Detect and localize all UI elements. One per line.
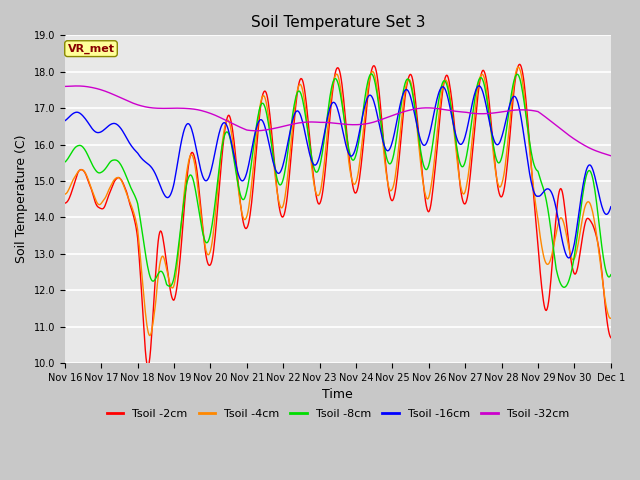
Legend: Tsoil -2cm, Tsoil -4cm, Tsoil -8cm, Tsoil -16cm, Tsoil -32cm: Tsoil -2cm, Tsoil -4cm, Tsoil -8cm, Tsoi…: [102, 404, 573, 423]
Tsoil -8cm: [607, 272, 614, 277]
Tsoil -4cm: [183, 167, 191, 173]
Tsoil -4cm: [515, 64, 522, 70]
Tsoil -8cm: [182, 183, 190, 189]
Tsoil -16cm: [420, 143, 428, 148]
Line: Tsoil -8cm: Tsoil -8cm: [65, 74, 611, 287]
Tsoil -8cm: [71, 145, 79, 151]
Tsoil -8cm: [368, 71, 376, 77]
Y-axis label: Soil Temperature (C): Soil Temperature (C): [15, 135, 28, 264]
Line: Tsoil -16cm: Tsoil -16cm: [65, 86, 611, 258]
Tsoil -4cm: [212, 205, 220, 211]
Tsoil -32cm: [71, 83, 79, 89]
Tsoil -8cm: [127, 185, 134, 191]
Title: Soil Temperature Set 3: Soil Temperature Set 3: [251, 15, 425, 30]
Tsoil -16cm: [182, 122, 190, 128]
Line: Tsoil -4cm: Tsoil -4cm: [65, 67, 611, 336]
Tsoil -32cm: [183, 106, 191, 111]
Tsoil -2cm: [127, 204, 134, 210]
Tsoil -32cm: [61, 84, 68, 89]
Line: Tsoil -32cm: Tsoil -32cm: [65, 86, 611, 156]
Tsoil -32cm: [128, 100, 136, 106]
Tsoil -16cm: [404, 88, 412, 94]
Tsoil -32cm: [607, 153, 614, 158]
Tsoil -8cm: [405, 77, 413, 83]
Tsoil -2cm: [405, 74, 413, 80]
Tsoil -16cm: [71, 110, 79, 116]
Tsoil -4cm: [71, 174, 79, 180]
Tsoil -4cm: [61, 192, 68, 197]
Tsoil -4cm: [127, 202, 134, 207]
Tsoil -4cm: [146, 333, 154, 338]
Tsoil -16cm: [607, 204, 614, 210]
Tsoil -32cm: [212, 113, 220, 119]
Tsoil -2cm: [607, 335, 614, 340]
Tsoil -32cm: [405, 108, 413, 113]
Tsoil -16cm: [127, 142, 134, 148]
Tsoil -8cm: [421, 166, 429, 171]
Tsoil -32cm: [421, 105, 429, 111]
Tsoil -4cm: [421, 190, 429, 195]
Tsoil -16cm: [475, 83, 483, 89]
Tsoil -2cm: [212, 225, 220, 231]
Tsoil -2cm: [61, 200, 68, 206]
Text: VR_met: VR_met: [67, 44, 115, 54]
Tsoil -2cm: [144, 363, 152, 369]
Tsoil -4cm: [405, 77, 413, 83]
Tsoil -2cm: [183, 174, 191, 180]
Tsoil -16cm: [565, 255, 573, 261]
Tsoil -4cm: [607, 315, 614, 321]
Tsoil -2cm: [71, 180, 79, 185]
Tsoil -8cm: [61, 159, 68, 165]
X-axis label: Time: Time: [323, 388, 353, 401]
Tsoil -8cm: [560, 284, 568, 290]
Tsoil -2cm: [516, 61, 524, 67]
Tsoil -32cm: [73, 83, 81, 89]
Tsoil -16cm: [211, 149, 219, 155]
Tsoil -2cm: [421, 193, 429, 199]
Tsoil -8cm: [211, 199, 219, 205]
Line: Tsoil -2cm: Tsoil -2cm: [65, 64, 611, 366]
Tsoil -16cm: [61, 118, 68, 124]
